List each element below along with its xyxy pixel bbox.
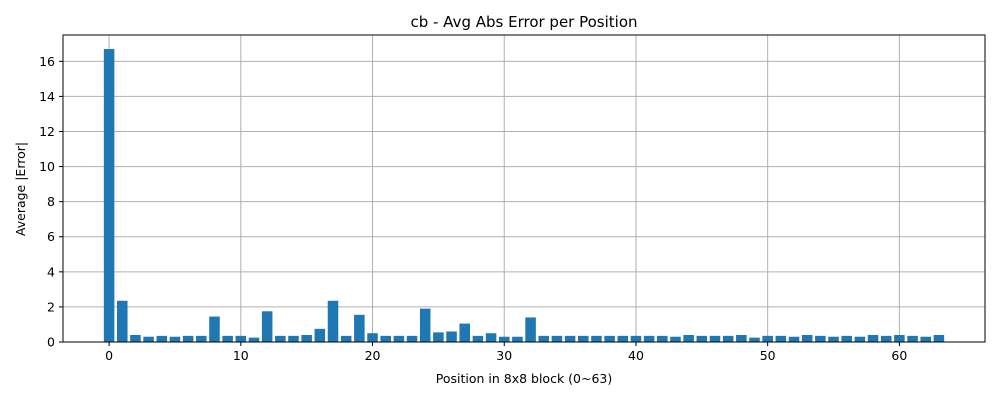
bar-position-34 [551,335,563,342]
bar-position-59 [880,335,892,342]
bar-position-27 [459,323,470,342]
bar-position-21 [380,335,391,342]
bar-position-61 [907,335,918,342]
bar-position-13 [275,335,286,342]
bar-position-12 [261,311,273,342]
bar-position-0 [103,49,115,342]
bar-position-48 [736,334,747,342]
axes: 0 10 20 30 40 50 60 0 2 4 6 8 10 12 14 16 [39,34,986,363]
bar-position-52 [788,336,800,342]
bar-position-49 [749,337,760,342]
bar-position-19 [354,314,365,342]
y-tick-label: 2 [47,299,55,314]
bar-position-5 [169,336,181,342]
bar-position-50 [762,335,773,342]
x-tick-label: 0 [105,348,113,363]
bar-position-25 [433,332,444,342]
y-tick-label: 16 [39,54,55,69]
bar-position-29 [485,333,497,342]
bar-position-63 [933,334,945,342]
bar-position-26 [446,331,457,342]
bars [103,49,945,342]
bar-position-22 [393,335,405,342]
x-tick-label: 20 [365,348,381,363]
bar-position-7 [196,335,207,342]
y-axis-label: Average |Error| [13,142,28,236]
chart-title: cb - Avg Abs Error per Position [410,13,637,31]
bar-position-58 [867,334,879,342]
bar-position-1 [117,300,128,342]
y-tick-label: 12 [39,124,55,139]
x-tick-label: 40 [628,348,644,363]
x-tick-label: 60 [891,348,907,363]
x-tick-label: 50 [760,348,776,363]
bar-position-44 [683,334,694,342]
bar-position-51 [775,335,787,342]
bar-position-41 [643,335,655,342]
bar-position-45 [696,335,708,342]
bar-position-60 [894,334,905,342]
bar-position-37 [591,335,602,342]
bar-position-11 [248,337,260,342]
bar-position-4 [156,335,168,342]
bar-position-8 [209,316,220,342]
y-tick-label: 6 [47,229,55,244]
bar-position-43 [670,336,681,342]
bar-position-17 [327,300,339,342]
bar-position-57 [854,336,866,342]
y-tick-label: 0 [47,335,55,350]
y-tick-label: 8 [47,194,55,209]
bar-position-39 [617,335,629,342]
bar-position-15 [301,334,312,342]
bar-position-33 [538,335,550,342]
bar-position-40 [630,335,642,342]
bar-position-14 [288,335,299,342]
bar-position-46 [709,335,721,342]
bar-position-10 [235,335,247,342]
bar-position-20 [367,333,378,342]
bar-position-54 [815,335,826,342]
bar-position-56 [841,335,852,342]
bar-position-42 [657,335,668,342]
bar-position-62 [920,336,931,342]
bar-position-24 [419,308,431,342]
bar-position-18 [340,335,352,342]
bar-position-36 [578,335,589,342]
x-tick-label: 10 [233,348,249,363]
bar-position-3 [143,336,154,342]
bar-position-55 [828,336,839,342]
bar-position-30 [498,336,510,342]
bar-position-9 [222,335,233,342]
bar-position-28 [472,335,484,342]
y-tick-label: 4 [47,264,55,279]
x-axis-label: Position in 8x8 block (0~63) [436,371,613,386]
grid-lines [63,35,985,343]
bar-position-47 [722,335,734,342]
bar-position-6 [182,335,194,342]
plot-frame [62,34,986,343]
y-tick-label: 10 [39,159,55,174]
bar-position-23 [406,335,418,342]
bar-position-38 [604,335,615,342]
bar-position-35 [564,335,576,342]
x-tick-label: 30 [496,348,512,363]
bar-position-31 [512,336,523,342]
bar-position-2 [130,334,141,342]
bar-position-16 [314,328,326,342]
bar-position-32 [525,317,536,342]
y-tick-label: 14 [39,89,55,104]
bar-position-53 [801,334,813,342]
